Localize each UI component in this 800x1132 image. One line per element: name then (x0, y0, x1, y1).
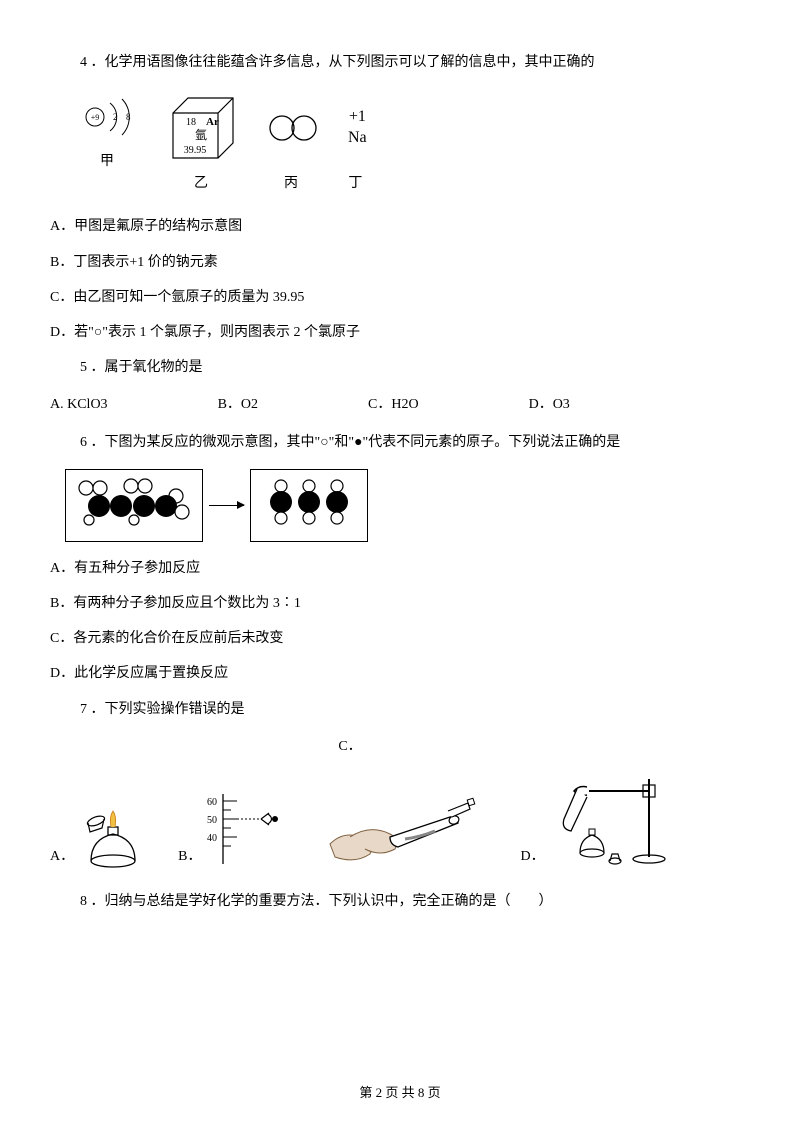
svg-text:40: 40 (207, 833, 217, 844)
svg-text:39.95: 39.95 (184, 145, 207, 156)
q6-option-c: C．各元素的化合价在反应前后未改变 (50, 626, 750, 651)
q4-label-yi: 乙 (194, 171, 212, 196)
two-circles-icon (268, 93, 318, 163)
svg-text:氩: 氩 (195, 128, 207, 142)
test-tube-pour-icon (320, 789, 490, 869)
svg-text:2: 2 (113, 112, 118, 122)
q6-option-b: B．有两种分子参加反应且个数比为 3∶1 (50, 591, 750, 616)
page-footer: 第 2 页 共 8 页 (0, 1081, 800, 1104)
q7-option-a-label: A． (50, 844, 74, 869)
q5-option-a: A. KClO3 (50, 392, 108, 417)
atom-structure-icon: +9 2 8 (80, 93, 138, 141)
q6-text: 6 ．下图为某反应的微观示意图，其中"○"和"●"代表不同元素的原子。下列说法正… (50, 430, 750, 455)
svg-text:18: 18 (186, 117, 196, 128)
na-element: Na (348, 128, 367, 149)
q6-diagram (65, 469, 750, 542)
svg-text:60: 60 (207, 797, 217, 808)
svg-text:8: 8 (126, 112, 131, 122)
na-symbol-icon: +1 Na (348, 93, 367, 163)
q6-reactants-box (65, 469, 203, 542)
alcohol-lamp-icon (78, 799, 148, 869)
q4-option-a: A．甲图是氟原子的结构示意图 (50, 214, 750, 239)
q5-text: 5 ．属于氧化物的是 (50, 355, 750, 380)
reaction-arrow-icon (209, 505, 244, 507)
q4-diagram: +9 2 8 甲 18 Ar 氩 39.95 乙 (80, 93, 750, 196)
graduated-cylinder-icon: 60 50 40 (205, 789, 290, 869)
q5-option-b: B．O2 (218, 392, 258, 417)
q4-option-c: C．由乙图可知一个氩原子的质量为 39.95 (50, 285, 750, 310)
q4-label-ding: 丁 (348, 171, 366, 196)
q6-option-d: D．此化学反应属于置换反应 (50, 661, 750, 686)
q7-option-c-label: C． (50, 734, 750, 759)
na-charge: +1 (348, 107, 367, 128)
svg-text:+9: +9 (91, 113, 100, 122)
q8-text: 8 ．归纳与总结是学好化学的重要方法．下列认识中，完全正确的是（ ） (50, 889, 750, 914)
q4-text: 4 ．化学用语图像往往能蕴含许多信息，从下列图示可以了解的信息中，其中正确的 (50, 50, 750, 75)
clamp-stand-icon (549, 769, 669, 869)
q4-label-jia: 甲 (100, 149, 118, 174)
q4-option-d: D．若"○"表示 1 个氯原子，则丙图表示 2 个氯原子 (50, 320, 750, 345)
q7-option-d-label: D． (520, 844, 544, 869)
q4-option-b: B．丁图表示+1 价的钠元素 (50, 250, 750, 275)
q4-label-bing: 丙 (284, 171, 302, 196)
element-cube-icon: 18 Ar 氩 39.95 (168, 93, 238, 163)
q6-option-a: A．有五种分子参加反应 (50, 556, 750, 581)
q7-text: 7 ．下列实验操作错误的是 (50, 697, 750, 722)
q7-diagrams-row: A． B． 60 50 40 (50, 769, 750, 869)
q5-option-d: D．O3 (529, 392, 570, 417)
q7-option-b-label: B． (178, 844, 201, 869)
q5-option-c: C．H2O (368, 392, 419, 417)
svg-text:Ar: Ar (206, 116, 219, 128)
q6-products-box (250, 469, 368, 542)
svg-text:50: 50 (207, 815, 217, 826)
